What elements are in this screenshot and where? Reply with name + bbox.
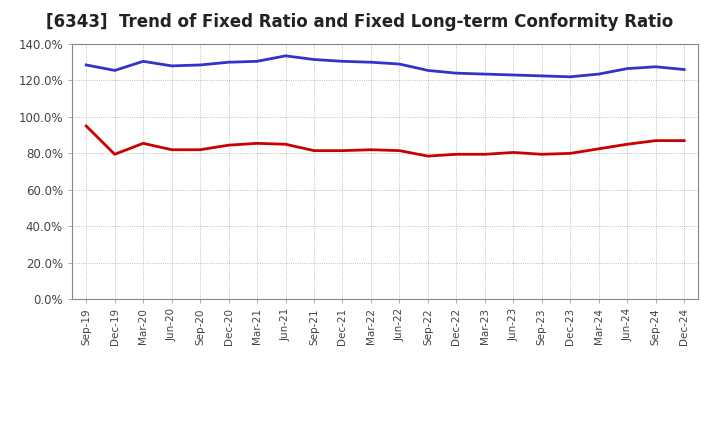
Fixed Long-term Conformity Ratio xyxy=(82,123,91,128)
Fixed Ratio xyxy=(82,62,91,68)
Legend: Fixed Ratio, Fixed Long-term Conformity Ratio: Fixed Ratio, Fixed Long-term Conformity … xyxy=(190,438,580,440)
Fixed Ratio xyxy=(595,71,603,77)
Fixed Long-term Conformity Ratio xyxy=(395,148,404,153)
Fixed Ratio xyxy=(366,59,375,65)
Fixed Long-term Conformity Ratio xyxy=(366,147,375,152)
Fixed Ratio xyxy=(423,68,432,73)
Fixed Long-term Conformity Ratio xyxy=(110,152,119,157)
Fixed Long-term Conformity Ratio xyxy=(566,151,575,156)
Fixed Long-term Conformity Ratio xyxy=(225,143,233,148)
Fixed Long-term Conformity Ratio xyxy=(253,141,261,146)
Fixed Ratio xyxy=(110,68,119,73)
Fixed Long-term Conformity Ratio xyxy=(139,141,148,146)
Fixed Ratio xyxy=(395,62,404,67)
Fixed Long-term Conformity Ratio xyxy=(423,154,432,159)
Fixed Long-term Conformity Ratio xyxy=(480,152,489,157)
Fixed Ratio xyxy=(167,63,176,69)
Fixed Ratio xyxy=(310,57,318,62)
Fixed Long-term Conformity Ratio xyxy=(623,142,631,147)
Line: Fixed Ratio: Fixed Ratio xyxy=(86,56,684,77)
Text: [6343]  Trend of Fixed Ratio and Fixed Long-term Conformity Ratio: [6343] Trend of Fixed Ratio and Fixed Lo… xyxy=(46,13,674,31)
Fixed Ratio xyxy=(282,53,290,59)
Fixed Ratio xyxy=(652,64,660,70)
Fixed Ratio xyxy=(623,66,631,71)
Fixed Long-term Conformity Ratio xyxy=(537,152,546,157)
Fixed Long-term Conformity Ratio xyxy=(167,147,176,152)
Fixed Ratio xyxy=(480,71,489,77)
Fixed Ratio xyxy=(338,59,347,64)
Fixed Ratio xyxy=(509,72,518,77)
Fixed Ratio xyxy=(196,62,204,68)
Fixed Ratio xyxy=(452,70,461,76)
Fixed Long-term Conformity Ratio xyxy=(680,138,688,143)
Fixed Long-term Conformity Ratio xyxy=(509,150,518,155)
Fixed Ratio xyxy=(537,73,546,78)
Line: Fixed Long-term Conformity Ratio: Fixed Long-term Conformity Ratio xyxy=(86,126,684,156)
Fixed Long-term Conformity Ratio xyxy=(196,147,204,152)
Fixed Long-term Conformity Ratio xyxy=(652,138,660,143)
Fixed Long-term Conformity Ratio xyxy=(452,152,461,157)
Fixed Long-term Conformity Ratio xyxy=(595,146,603,151)
Fixed Long-term Conformity Ratio xyxy=(338,148,347,153)
Fixed Ratio xyxy=(566,74,575,80)
Fixed Ratio xyxy=(225,59,233,65)
Fixed Long-term Conformity Ratio xyxy=(282,142,290,147)
Fixed Ratio xyxy=(139,59,148,64)
Fixed Long-term Conformity Ratio xyxy=(310,148,318,153)
Fixed Ratio xyxy=(253,59,261,64)
Fixed Ratio xyxy=(680,67,688,72)
